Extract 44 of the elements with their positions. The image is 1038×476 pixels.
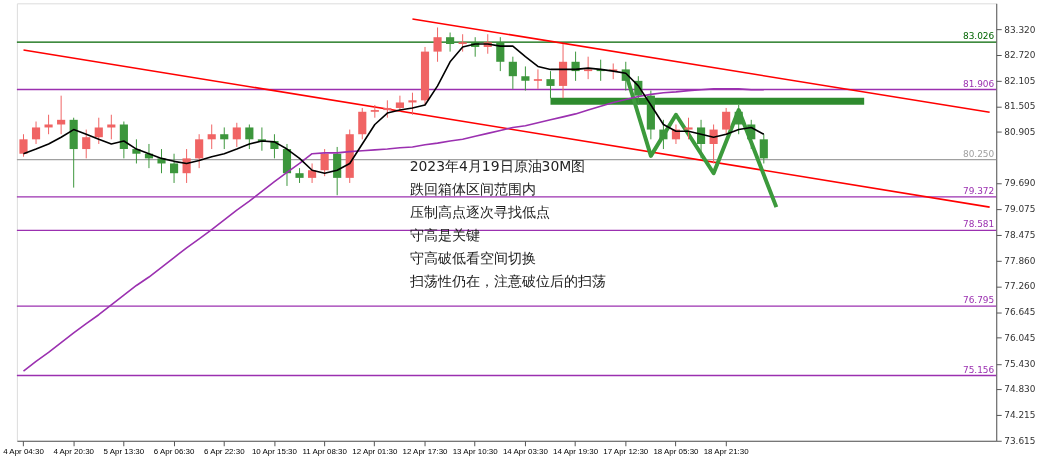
x-tick-label: 12 Apr 01:30: [352, 447, 398, 457]
y-tick-label: 76.645: [1004, 307, 1036, 318]
y-tick-label: 74.830: [1004, 384, 1036, 395]
ref-line-label: 81.906: [962, 78, 995, 89]
y-tick-label: 79.075: [1004, 204, 1036, 215]
ref-line-label: 83.026: [962, 31, 995, 42]
annotation: 守高是关键: [409, 226, 480, 243]
y-tick-label: 79.690: [1004, 178, 1036, 189]
y-tick-label: 81.505: [1004, 101, 1036, 112]
x-tick-label: 18 Apr 21:30: [703, 447, 750, 457]
annotation: 扫荡性仍在，注意破位后的扫荡: [408, 272, 606, 289]
ref-line-label: 80.250: [962, 148, 995, 159]
x-tick-label: 10 Apr 15:30: [251, 447, 298, 457]
annotation: 守高破低看空间切换: [409, 249, 536, 266]
x-tick-label: 14 Apr 19:30: [553, 447, 599, 457]
x-tick-label: 11 Apr 08:30: [302, 447, 348, 457]
x-tick-label: 13 Apr 10:30: [452, 447, 499, 457]
ref-line-label: 75.156: [962, 364, 995, 375]
x-tick-label: 18 Apr 05:30: [653, 447, 700, 457]
x-tick-label: 6 Apr 22:30: [203, 447, 246, 457]
annotation: 跌回箱体区间范围内: [409, 181, 536, 198]
x-tick-label: 5 Apr 13:30: [103, 447, 145, 457]
ref-line-label: 78.581: [962, 219, 995, 230]
annotation: 2023年4月19日原油30M图: [409, 158, 586, 175]
y-tick-label: 77.260: [1004, 281, 1036, 292]
y-tick-label: 83.320: [1004, 24, 1036, 35]
y-tick-label: 76.045: [1004, 332, 1036, 343]
x-tick-label: 6 Apr 06:30: [153, 447, 195, 457]
y-tick-label: 82.105: [1004, 76, 1036, 87]
x-tick-label: 4 Apr 04:30: [3, 447, 45, 457]
y-tick-label: 80.905: [1004, 126, 1036, 137]
y-tick-label: 82.720: [1004, 49, 1036, 60]
y-tick-label: 74.215: [1004, 410, 1036, 421]
x-tick-label: 4 Apr 20:30: [53, 447, 95, 457]
y-tick-label: 77.860: [1004, 255, 1036, 266]
x-tick-label: 14 Apr 03:30: [502, 447, 549, 457]
ref-line-label: 79.372: [962, 185, 995, 196]
y-tick-label: 78.475: [1004, 229, 1036, 240]
annotation: 压制高点逐次寻找低点: [409, 204, 550, 221]
x-tick-label: 17 Apr 12:30: [603, 447, 649, 457]
y-tick-label: 75.430: [1004, 358, 1036, 369]
y-tick-label: 73.615: [1004, 435, 1036, 446]
x-tick-label: 12 Apr 17:30: [402, 447, 449, 457]
ref-line-label: 76.795: [962, 295, 995, 306]
